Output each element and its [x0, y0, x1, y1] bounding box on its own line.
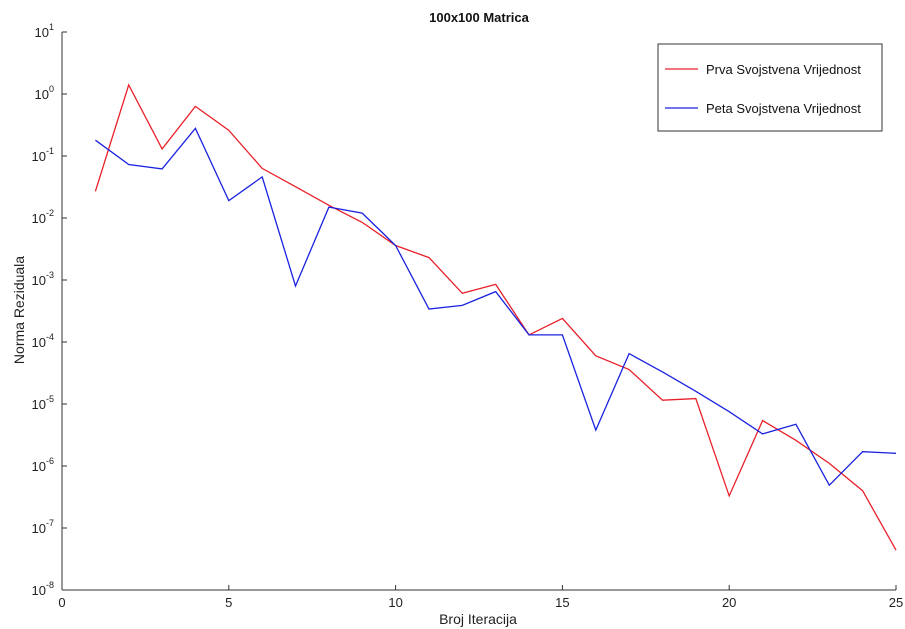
series-line-2: [95, 127, 897, 487]
legend: Prva Svojstvena Vrijednost Peta Svojstven…: [657, 43, 883, 132]
x-tick-label: 10: [388, 595, 402, 610]
legend-label: Peta Svojstvena Vrijednost: [706, 101, 861, 116]
legend-box: [657, 43, 883, 132]
y-tick-label: 100: [35, 84, 54, 102]
y-axis-label: Norma Reziduala: [11, 256, 27, 364]
x-tick-label: 0: [58, 595, 65, 610]
x-tick-label: 5: [225, 595, 232, 610]
x-tick-label: 15: [555, 595, 569, 610]
y-tick-label: 10-5: [32, 394, 54, 412]
y-tick-label: 10-1: [32, 146, 54, 164]
y-tick-label: 10-4: [32, 332, 54, 350]
axes: 0 5 10 15 20 25 10-8 10-7 10-6 10-5 10-4 10-3 10-2 10…: [32, 22, 904, 610]
x-axis-label: Broj Iteracija: [439, 611, 517, 627]
x-tick-label: 25: [889, 595, 903, 610]
y-tick-label: 10-6: [32, 456, 54, 474]
y-tick-label: 10-2: [32, 208, 54, 226]
y-tick-label: 10-8: [32, 580, 54, 598]
y-tick-label: 10-7: [32, 518, 54, 536]
series-line-1: [94, 83, 897, 551]
chart-title: 100x100 Matrica: [429, 10, 530, 25]
x-tick-label: 20: [722, 595, 736, 610]
legend-label: Prva Svojstvena Vrijednost: [706, 62, 861, 77]
y-tick-label: 101: [35, 22, 54, 40]
series-layer: [94, 83, 897, 551]
y-tick-label: 10-3: [32, 270, 54, 288]
